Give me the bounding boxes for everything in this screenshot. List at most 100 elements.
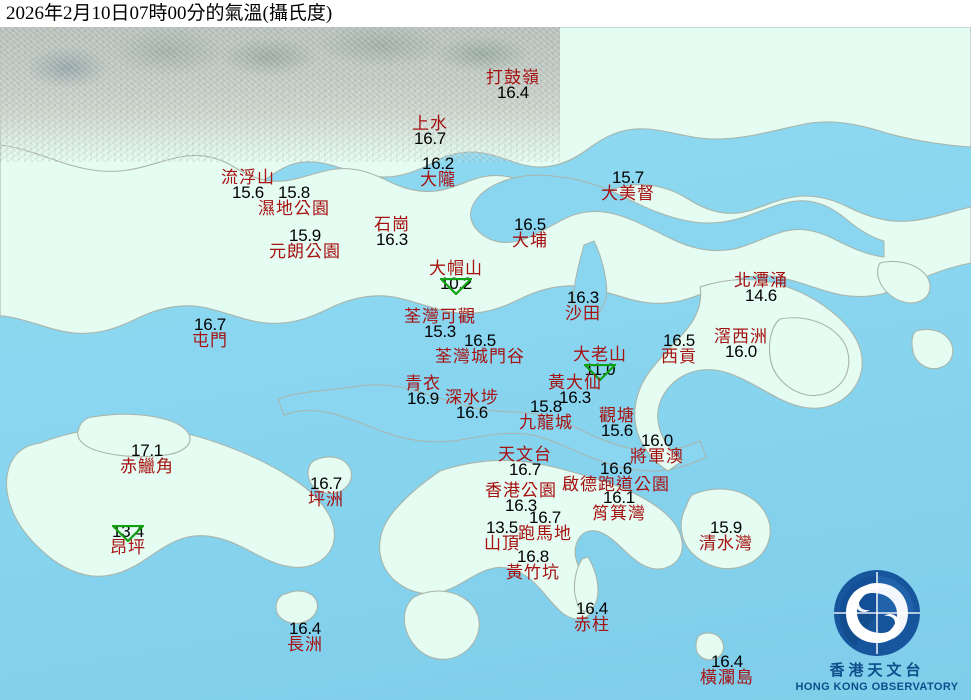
station-name: 觀塘 [599,406,635,425]
station-label[interactable]: 16.4 長洲 [287,620,323,653]
landmass-lamma-island [403,590,480,660]
station-temperature-value: 15.9 [710,518,742,537]
station-label[interactable]: 16.7 屯門 [192,316,228,349]
station-temperature-value: 14.6 [745,286,777,305]
station-label[interactable]: 16.6 啟德跑道公園 [562,460,670,493]
station-temperature-value: 16.6 [600,459,632,478]
station-name: 天文台 [498,445,552,464]
station-name: 將軍澳 [630,447,684,466]
station-name: 昂坪 [110,538,146,557]
station-label[interactable]: 上水 16.7 [412,115,448,147]
station-label[interactable]: 15.9 元朗公園 [269,227,341,260]
station-temperature-value: 15.6 [601,421,633,440]
station-label[interactable]: 黃大仙 16.3 [548,374,602,406]
landmass-cheung-chau [275,590,319,625]
station-name: 大帽山 [429,259,483,278]
station-name: 北潭涌 [734,271,788,290]
station-temperature-value: 16.7 [194,315,226,334]
water-shing-mun-river [572,240,608,319]
station-temperature-value: 16.5 [514,215,546,234]
landmass-stanley-peninsula [573,556,599,612]
logo-name-english: HONG KONG OBSERVATORY [795,681,959,693]
station-label[interactable]: 16.7 跑馬地 [518,509,572,542]
station-label[interactable]: 16.5 荃灣城門谷 [435,332,525,365]
station-label[interactable]: 觀塘 15.6 [599,407,635,439]
station-temperature-value: 16.3 [559,388,591,407]
landmass-clear-water-bay [680,488,771,570]
station-name: 西貢 [661,347,697,366]
station-name: 大埔 [512,231,548,250]
logo-name-chinese: 香港天文台 [829,663,925,679]
page-title: 2026年2月10日07時00分的氣溫(攝氏度) [6,3,333,24]
station-name: 滘西洲 [714,327,768,346]
water-victoria-harbour [277,384,707,472]
station-label[interactable]: 16.4 橫瀾島 [700,653,754,686]
station-label[interactable]: 16.3 沙田 [565,289,601,322]
station-name: 荃灣城門谷 [435,347,525,366]
station-label[interactable]: 16.0 將軍澳 [630,432,684,465]
station-temperature-value: 16.2 [422,154,454,173]
landmass-nt-central [0,144,971,334]
station-label[interactable]: 大帽山 10.2 [429,259,483,295]
station-name: 赤柱 [574,615,610,634]
station-label[interactable]: 深水埗 16.6 [445,389,499,421]
station-name: 元朗公園 [269,242,341,261]
station-label[interactable]: 16.1 筲箕灣 [592,489,646,522]
station-label[interactable]: 荃灣可觀 15.3 [404,308,476,340]
station-name: 山頂 [484,534,520,553]
station-temperature-value: 16.3 [376,230,408,249]
station-name: 荃灣可觀 [404,307,476,326]
station-label[interactable]: 香港公園 16.3 [485,482,557,514]
station-label[interactable]: 滘西洲 16.0 [714,328,768,360]
station-label[interactable]: 青衣 16.9 [405,375,441,407]
station-temperature-value: 16.8 [517,547,549,566]
landmass-tung-ping-chau [911,328,954,370]
station-label[interactable]: 16.4 赤柱 [574,600,610,633]
landmass-lantau-island [5,426,336,577]
station-label[interactable]: 17.1 赤鱲角 [120,442,174,475]
station-temperature-value: 15.3 [424,322,456,341]
station-name: 坪洲 [308,490,344,509]
station-label[interactable]: 15.9 清水灣 [699,519,753,552]
station-name: 黃竹坑 [506,563,560,582]
station-label[interactable]: 16.7 坪洲 [308,475,344,508]
station-label[interactable]: 石崗 16.3 [374,216,410,248]
station-name: 深水埗 [445,388,499,407]
station-temperature-value: 13.5 [486,518,518,537]
station-temperature-value: 16.0 [725,342,757,361]
station-temperature-value: 13.4 [112,522,144,541]
station-name: 啟德跑道公園 [562,475,670,494]
station-label[interactable]: 大老山 11.0 [573,346,627,381]
station-label[interactable]: 15.7 大美督 [601,169,655,202]
station-label[interactable]: 13.4 昂坪 [110,523,146,556]
station-name: 大美督 [601,184,655,203]
station-label[interactable]: 打鼓嶺 16.4 [486,69,540,101]
hko-emblem-icon [834,570,920,656]
station-temperature-value: 16.4 [289,619,321,638]
station-label[interactable]: 15.8 濕地公園 [258,184,330,217]
title-bar: 2026年2月10日07時00分的氣溫(攝氏度) [0,0,971,27]
station-label[interactable]: 13.5 山頂 [484,519,520,552]
station-name: 黃大仙 [548,373,602,392]
landmass-small-island-ne [877,260,931,304]
station-label[interactable]: 16.8 黃竹坑 [506,548,560,581]
station-label[interactable]: 流浮山 15.6 [221,169,275,201]
station-temperature-value: 16.3 [567,288,599,307]
hko-logo: 香港天文台 HONG KONG OBSERVATORY [793,568,961,693]
station-label[interactable]: 天文台 16.7 [498,446,552,478]
station-label[interactable]: 16.5 西貢 [661,332,697,365]
satellite-texture-overlay [0,27,560,162]
station-temperature-value: 16.7 [414,129,446,148]
station-temperature-value: 15.7 [612,168,644,187]
station-label[interactable]: 16.2 大隴 [420,155,456,188]
station-temperature-value: 16.1 [603,488,635,507]
station-name: 九龍城 [519,413,573,432]
station-label[interactable]: 16.5 大埔 [512,216,548,249]
station-name: 大隴 [420,170,456,189]
map-canvas[interactable]: 打鼓嶺 16.4 上水 16.7 16.2 大隴 流浮山 15.6 15.8 濕地公園 15.7 大美… [0,27,971,700]
station-name: 清水灣 [699,534,753,553]
station-temperature-value: 15.6 [232,183,264,202]
station-name: 上水 [412,114,448,133]
station-label[interactable]: 北潭涌 14.6 [734,272,788,304]
station-label[interactable]: 15.8 九龍城 [519,398,573,431]
